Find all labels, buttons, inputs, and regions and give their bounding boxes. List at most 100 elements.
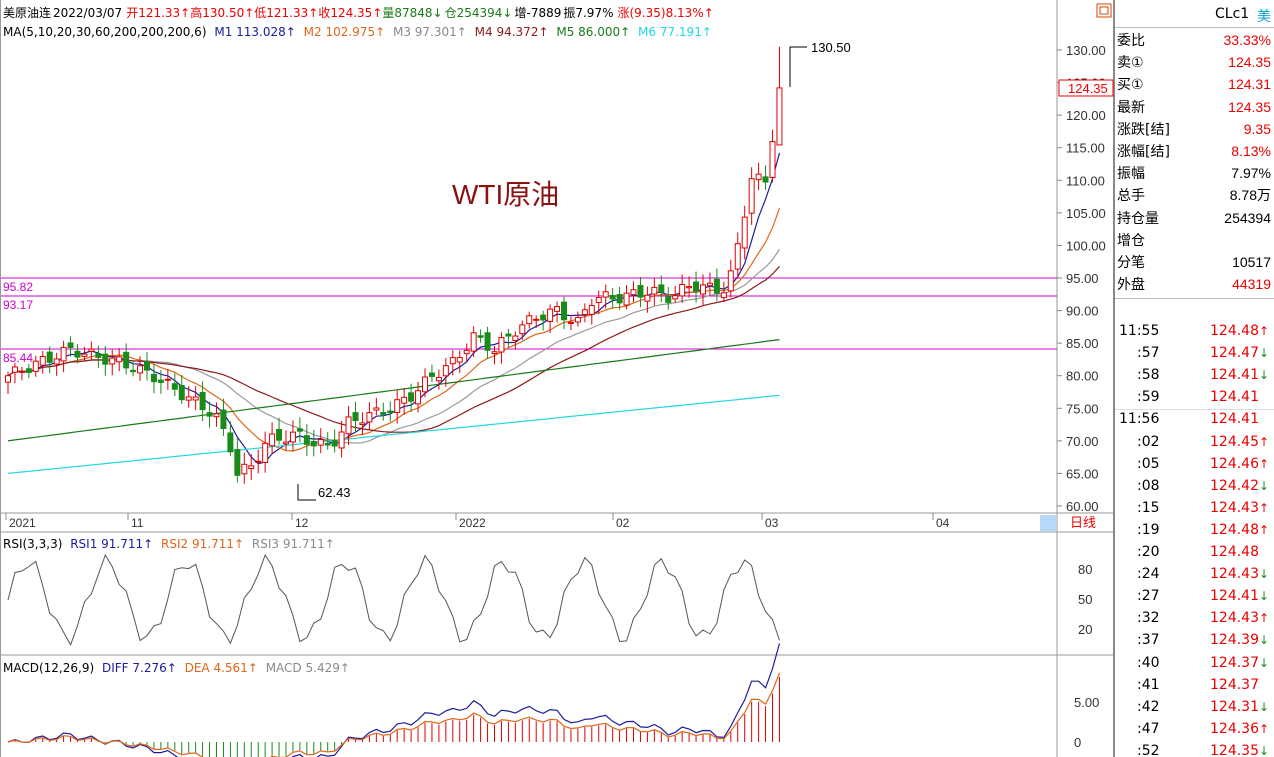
open-value: 开121.33↑ [126, 6, 191, 20]
tick-arrow: ↑ [1259, 434, 1270, 449]
tick-time: :15 [1137, 499, 1160, 516]
ohlc-header: 美原油连 2022/03/07 开121.33↑高130.50↑低121.33↑收1… [3, 6, 718, 20]
candle [255, 449, 262, 474]
candle [713, 268, 720, 301]
candle [317, 428, 324, 454]
candle [53, 352, 60, 376]
tick-row: :15 124.43↑ [1117, 500, 1271, 522]
tick-price: 124.35↓ [1210, 742, 1270, 757]
tick-time: :02 [1137, 433, 1160, 450]
quote-row: 卖① 124.35 [1117, 51, 1271, 73]
tick-time: :52 [1137, 742, 1160, 757]
ma-header: MA(5,10,20,30,60,200,200,200,6) M1 113.0… [3, 25, 716, 39]
candle [401, 387, 408, 415]
candle [39, 350, 46, 374]
tick-arrow: ↓ [1259, 589, 1270, 604]
candle [526, 311, 533, 329]
tick-row: 11:56 124.41 [1117, 411, 1271, 433]
price-axis-label: 120.00 [1066, 108, 1106, 123]
candle [727, 259, 734, 298]
tick-row: :59 124.41 [1117, 389, 1271, 411]
candle [595, 290, 602, 315]
candle [519, 320, 526, 340]
time-axis-label: 12 [295, 516, 309, 530]
ma-m6: M6 77.191↑ [638, 25, 712, 39]
candle [303, 424, 310, 456]
tick-price: 124.41↓ [1210, 588, 1270, 605]
quote-label: 买① [1117, 77, 1144, 94]
time-axis-label: 04 [936, 516, 950, 530]
tick-row: :32 124.43↑ [1117, 610, 1271, 632]
candle [665, 287, 672, 310]
diff-line [7, 643, 781, 757]
tick-time: 11:56 [1119, 411, 1160, 428]
ma-m1: M1 113.028↑ [214, 25, 296, 39]
candle [324, 432, 331, 450]
candle [686, 276, 693, 298]
macd-axis-label: 0 [1074, 735, 1081, 750]
quote-row: 外盘 44319 [1117, 273, 1271, 295]
period-label[interactable]: 日线 [1070, 515, 1096, 530]
rsi3-value: RSI3 91.711↑ [251, 537, 335, 551]
tick-time: :08 [1137, 477, 1160, 494]
candle [5, 371, 11, 394]
candle [693, 271, 700, 303]
candle [679, 274, 686, 304]
level-label-2: 93.17 [3, 298, 33, 312]
quote-row: 涨跌[结] 9.35 [1117, 118, 1271, 140]
candle [262, 431, 269, 473]
amplitude-value: 振7.97% [563, 6, 614, 20]
tick-price: 124.46↑ [1210, 455, 1270, 472]
rsi2-value: RSI2 91.711↑ [161, 537, 245, 551]
high-annotation-line [789, 46, 807, 87]
level-label-1: 95.82 [3, 280, 33, 294]
rsi-line [7, 553, 780, 647]
candle [630, 281, 637, 303]
tick-price: 124.37 [1210, 676, 1259, 693]
maximize-icon[interactable] [1096, 3, 1112, 18]
tick-row: :19 124.48↑ [1117, 522, 1271, 544]
quote-value: 124.35 [1228, 98, 1271, 115]
candle [540, 310, 547, 331]
tick-time: :42 [1137, 698, 1160, 715]
quote-label: 分笔 [1117, 255, 1145, 271]
quote-label: 增仓 [1117, 232, 1145, 249]
market-tab[interactable]: 美 [1257, 9, 1271, 25]
candle [470, 326, 477, 358]
quote-value: 8.13% [1231, 143, 1271, 159]
scroll-end-marker[interactable] [1040, 515, 1056, 531]
candle [116, 348, 123, 372]
tick-time: 11:55 [1119, 323, 1160, 339]
candle [269, 422, 276, 454]
tick-time: :40 [1137, 654, 1160, 671]
tick-price: 124.45↑ [1210, 433, 1270, 450]
quote-label: 振幅 [1117, 166, 1145, 183]
tick-price: 124.42↓ [1210, 477, 1270, 494]
candle [623, 285, 630, 310]
tick-row: :57 124.47↓ [1117, 345, 1271, 367]
candle [588, 298, 595, 325]
ma-m3: M3 97.301↑ [392, 25, 467, 39]
rsi-axis-label: 50 [1078, 592, 1092, 607]
chart-area[interactable]: 美原油连 2022/03/07 开121.33↑高130.50↑低121.33↑收1… [0, 0, 1114, 757]
low-annotation-line [297, 484, 316, 501]
tick-price: 124.43↓ [1210, 566, 1270, 583]
bar-date: 2022/03/07 [53, 6, 123, 20]
candle [533, 315, 540, 329]
candle [283, 430, 289, 451]
candle [206, 401, 213, 428]
candle [609, 287, 616, 309]
tick-row: :05 124.46↑ [1117, 456, 1271, 478]
candle [484, 326, 491, 359]
quote-value: 33.33% [1223, 32, 1271, 48]
candle [387, 401, 394, 422]
dea-value: DEA 4.561↑ [184, 661, 258, 675]
candle [408, 383, 415, 413]
tick-row: :58 124.41↓ [1117, 367, 1271, 389]
candle [561, 296, 567, 330]
quote-row: 持仓量 254394 [1117, 207, 1271, 229]
change-value: 涨(9.35)8.13%↑ [617, 6, 714, 20]
candle [700, 274, 706, 306]
quote-label: 总手 [1117, 188, 1145, 205]
quote-label: 涨跌[结] [1117, 121, 1170, 138]
